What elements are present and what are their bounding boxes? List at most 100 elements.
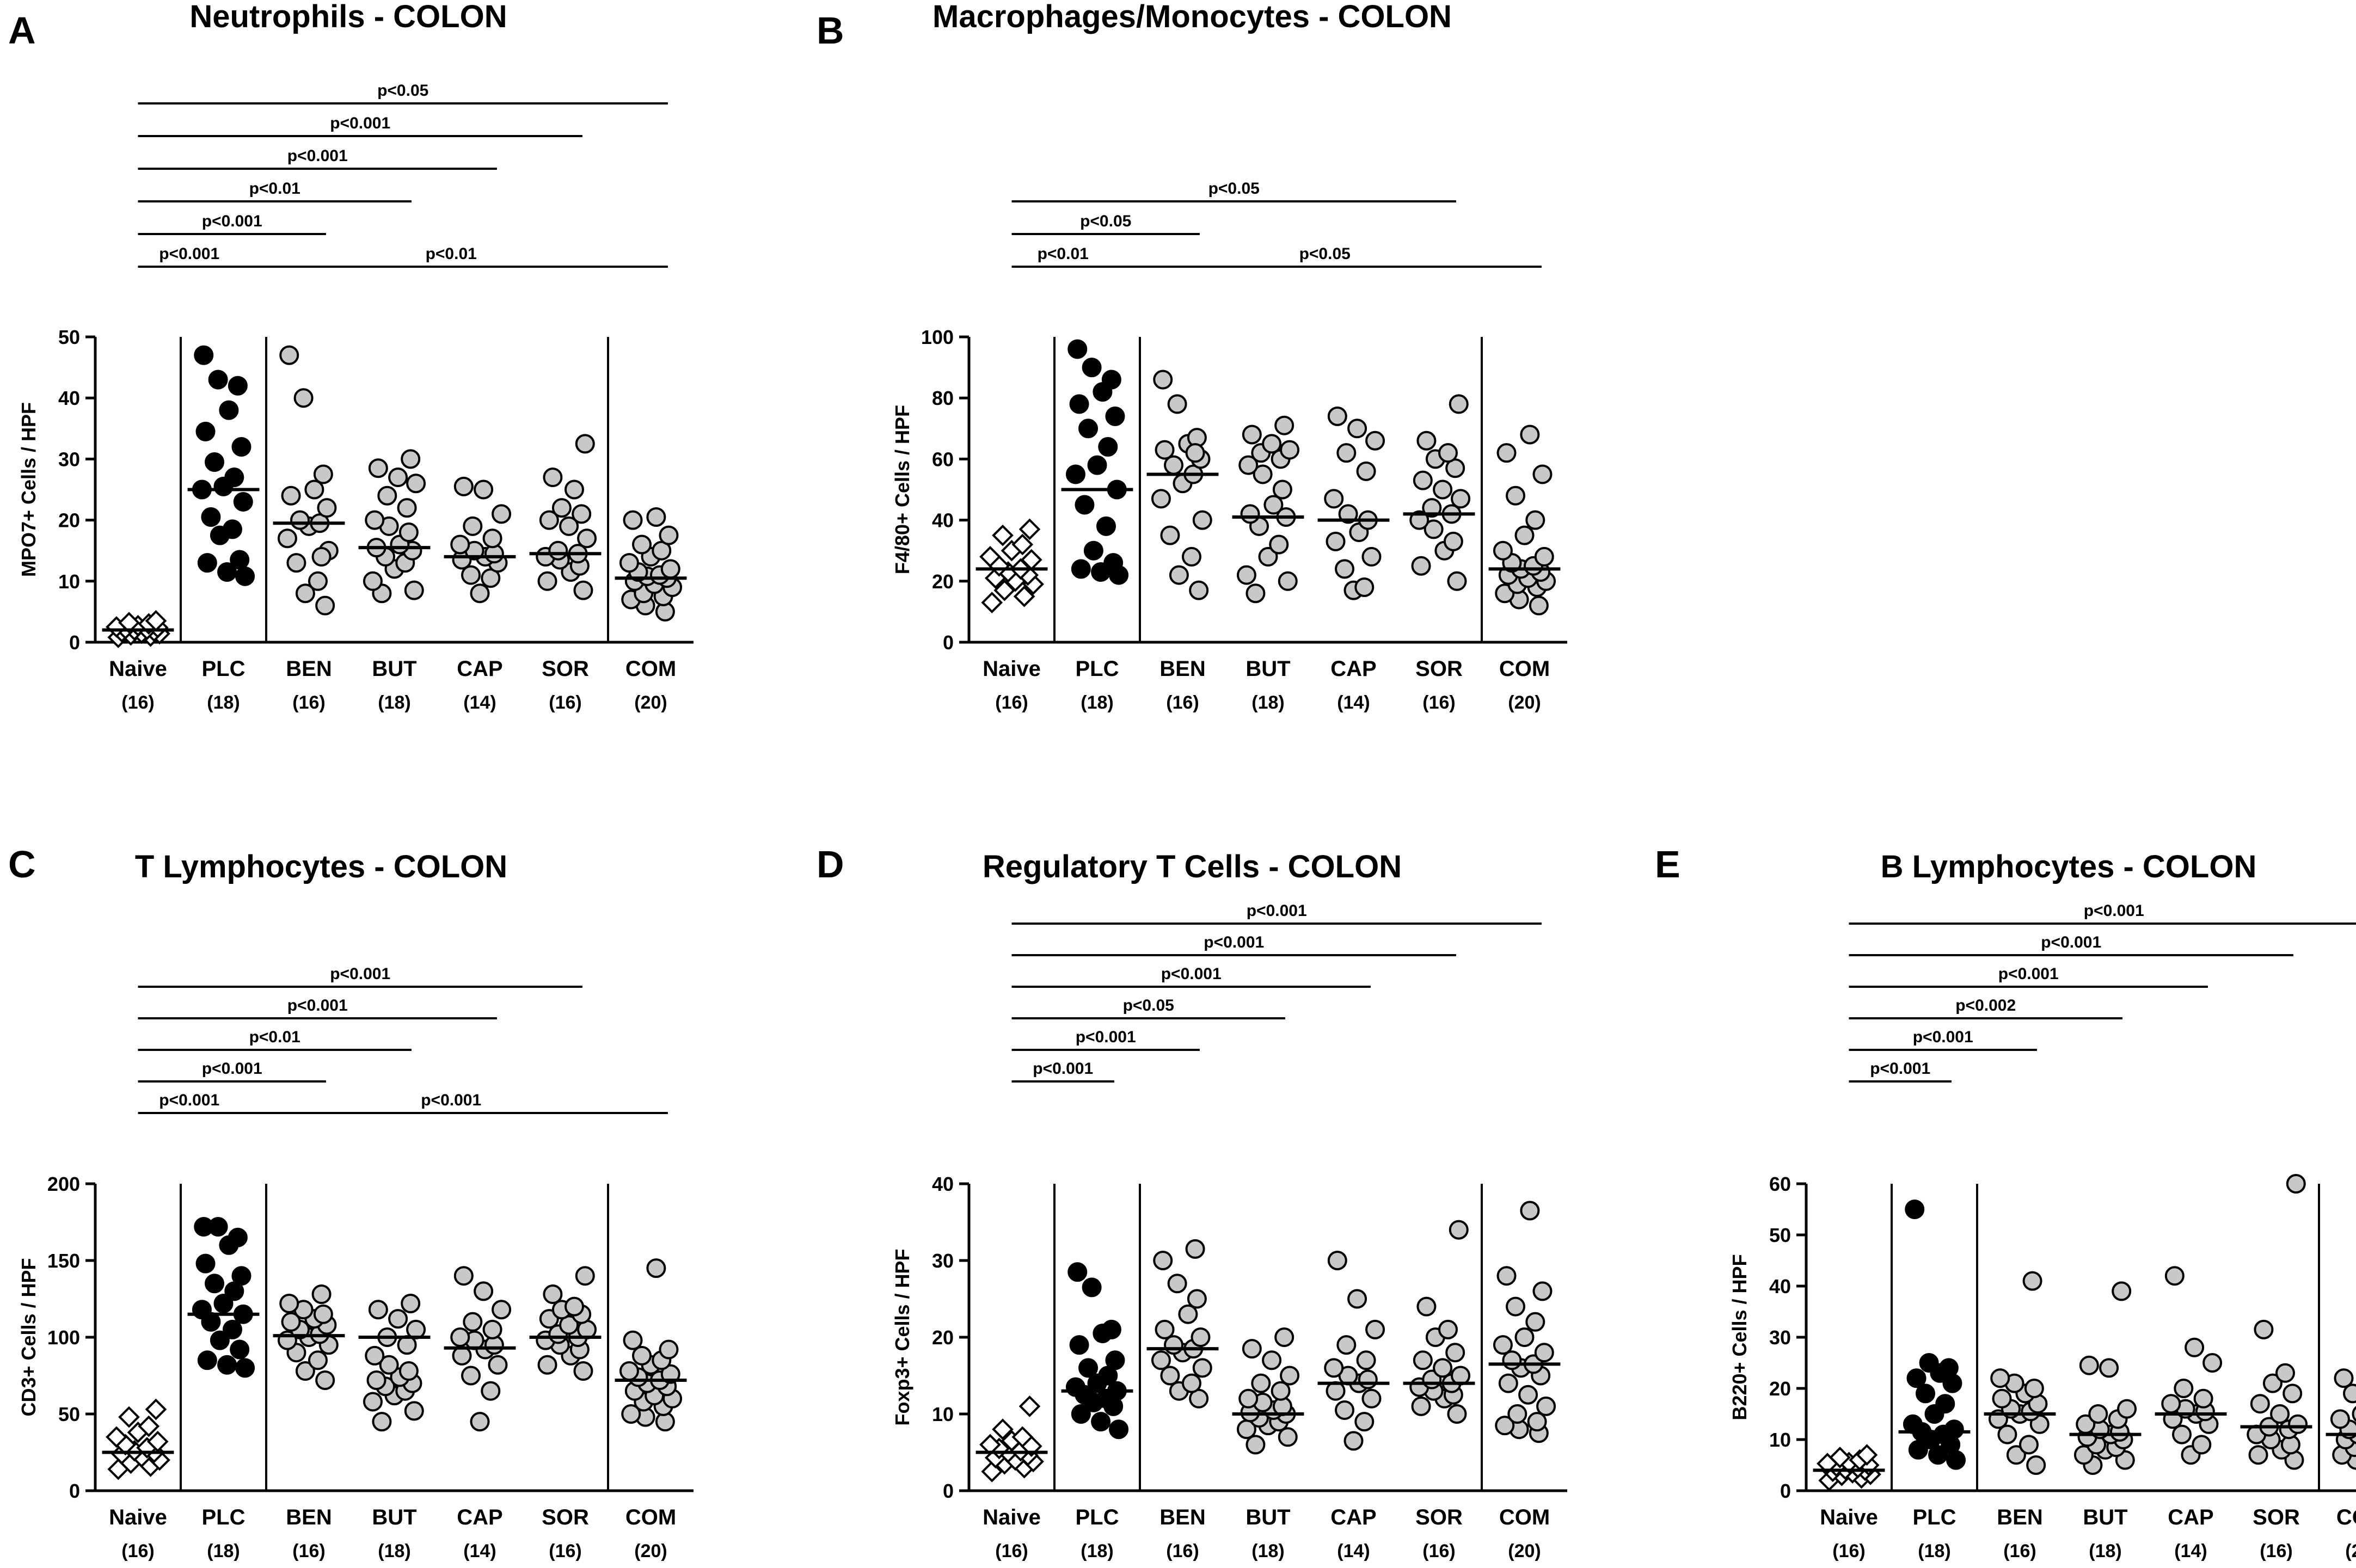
panel-letter: B [817, 9, 844, 52]
data-point-plc [195, 1253, 216, 1274]
data-point-treatment [1274, 415, 1294, 435]
data-point-treatment [295, 1361, 315, 1381]
data-point-treatment [2286, 1174, 2306, 1194]
y-tick-label: 30 [58, 448, 80, 470]
data-point-treatment [1506, 485, 1526, 506]
data-point-treatment [315, 1370, 335, 1390]
data-point-plc [1105, 406, 1125, 426]
data-point-treatment [1416, 431, 1437, 451]
category-label: COM [2336, 1505, 2356, 1529]
data-point-treatment [1155, 440, 1175, 460]
y-tick-label: 40 [932, 1173, 954, 1195]
data-point-plc [1071, 1404, 1091, 1424]
data-point-treatment [621, 1404, 641, 1424]
data-point-treatment [1445, 1343, 1465, 1363]
data-point-plc [1078, 419, 1099, 439]
data-point-treatment [1443, 531, 1463, 551]
data-point-treatment [2202, 1353, 2223, 1373]
data-point-treatment [1169, 565, 1189, 585]
n-label: (20) [1508, 692, 1541, 713]
category-label: Naive [983, 1505, 1041, 1529]
data-point-plc [1096, 516, 1116, 536]
data-point-treatment [404, 1401, 424, 1421]
y-tick-label: 80 [932, 387, 954, 409]
y-axis-label: CD3+ Cells / HPF [17, 1258, 40, 1416]
data-point-treatment [559, 516, 579, 536]
data-point-treatment [463, 516, 483, 536]
data-point-naive [1856, 1444, 1878, 1466]
data-point-treatment [2088, 1404, 2108, 1424]
p-value-label: p<0.01 [249, 1028, 300, 1046]
data-point-plc [222, 1319, 242, 1339]
category-label: BEN [286, 657, 332, 681]
data-point-treatment [1438, 1319, 1458, 1339]
data-point-treatment [1451, 489, 1471, 509]
category-label: Naive [983, 657, 1041, 681]
n-label: (18) [207, 1541, 240, 1561]
data-point-treatment [1534, 546, 1554, 567]
data-point-treatment [279, 1293, 299, 1313]
data-point-treatment [1413, 470, 1433, 490]
data-point-naive [992, 524, 1014, 546]
category-label: CAP [457, 657, 502, 681]
data-point-treatment [1185, 1239, 1205, 1259]
data-point-plc [1105, 1350, 1125, 1370]
n-label: (18) [1081, 692, 1113, 713]
data-point-treatment [646, 507, 666, 527]
data-point-treatment [308, 1350, 328, 1370]
p-value-label: p<0.001 [159, 245, 219, 263]
data-point-treatment [2275, 1363, 2295, 1383]
data-point-treatment [286, 553, 306, 573]
data-point-treatment [577, 528, 597, 549]
data-point-plc [222, 519, 242, 539]
data-point-treatment [453, 476, 474, 496]
data-point-plc [210, 1330, 230, 1350]
data-point-treatment [1447, 571, 1467, 591]
data-point-treatment [1262, 1350, 1282, 1370]
data-point-plc [1906, 1368, 1926, 1388]
n-label: (16) [995, 1541, 1028, 1561]
data-point-treatment [543, 1284, 563, 1305]
data-point-treatment [311, 546, 332, 567]
data-point-treatment [2192, 1435, 2212, 1455]
data-point-treatment [1338, 504, 1358, 524]
category-label: BUT [2083, 1505, 2127, 1529]
data-point-plc [1087, 455, 1107, 475]
data-point-treatment [1336, 443, 1357, 463]
data-point-plc [194, 345, 214, 365]
data-point-plc [1071, 559, 1091, 579]
data-point-plc [233, 491, 253, 512]
p-value-label: p<0.05 [1123, 997, 1174, 1014]
data-point-treatment [279, 345, 299, 365]
data-point-treatment [1413, 1350, 1433, 1370]
data-point-plc [1103, 553, 1124, 573]
data-point-treatment [372, 1412, 392, 1432]
panel-title: Regulatory T Cells - COLON [983, 849, 1402, 884]
data-point-plc [1101, 370, 1121, 390]
data-point-treatment [2254, 1319, 2274, 1339]
data-point-treatment [1990, 1368, 2010, 1388]
data-point-treatment [1493, 540, 1513, 561]
data-point-treatment [575, 434, 595, 454]
p-value-label: p<0.001 [421, 1091, 481, 1109]
data-point-treatment [315, 595, 335, 616]
p-value-label: p<0.001 [1998, 965, 2059, 983]
data-point-treatment [1536, 1396, 1556, 1416]
data-point-treatment [1269, 534, 1289, 555]
data-point-treatment [1532, 1281, 1553, 1301]
data-point-treatment [293, 388, 314, 408]
data-point-treatment [1335, 559, 1355, 579]
data-point-treatment [1532, 464, 1553, 484]
data-point-treatment [474, 479, 494, 500]
panel-letter: A [8, 9, 36, 52]
data-point-treatment [1409, 510, 1429, 530]
data-point-plc [1944, 1419, 1964, 1440]
data-point-treatment [1151, 1350, 1171, 1370]
data-point-treatment [646, 1258, 666, 1278]
data-point-treatment [1525, 510, 1545, 530]
data-point-treatment [1336, 1335, 1357, 1355]
y-tick-label: 150 [47, 1250, 80, 1272]
data-point-treatment [281, 1312, 301, 1332]
data-point-treatment [619, 1361, 639, 1381]
